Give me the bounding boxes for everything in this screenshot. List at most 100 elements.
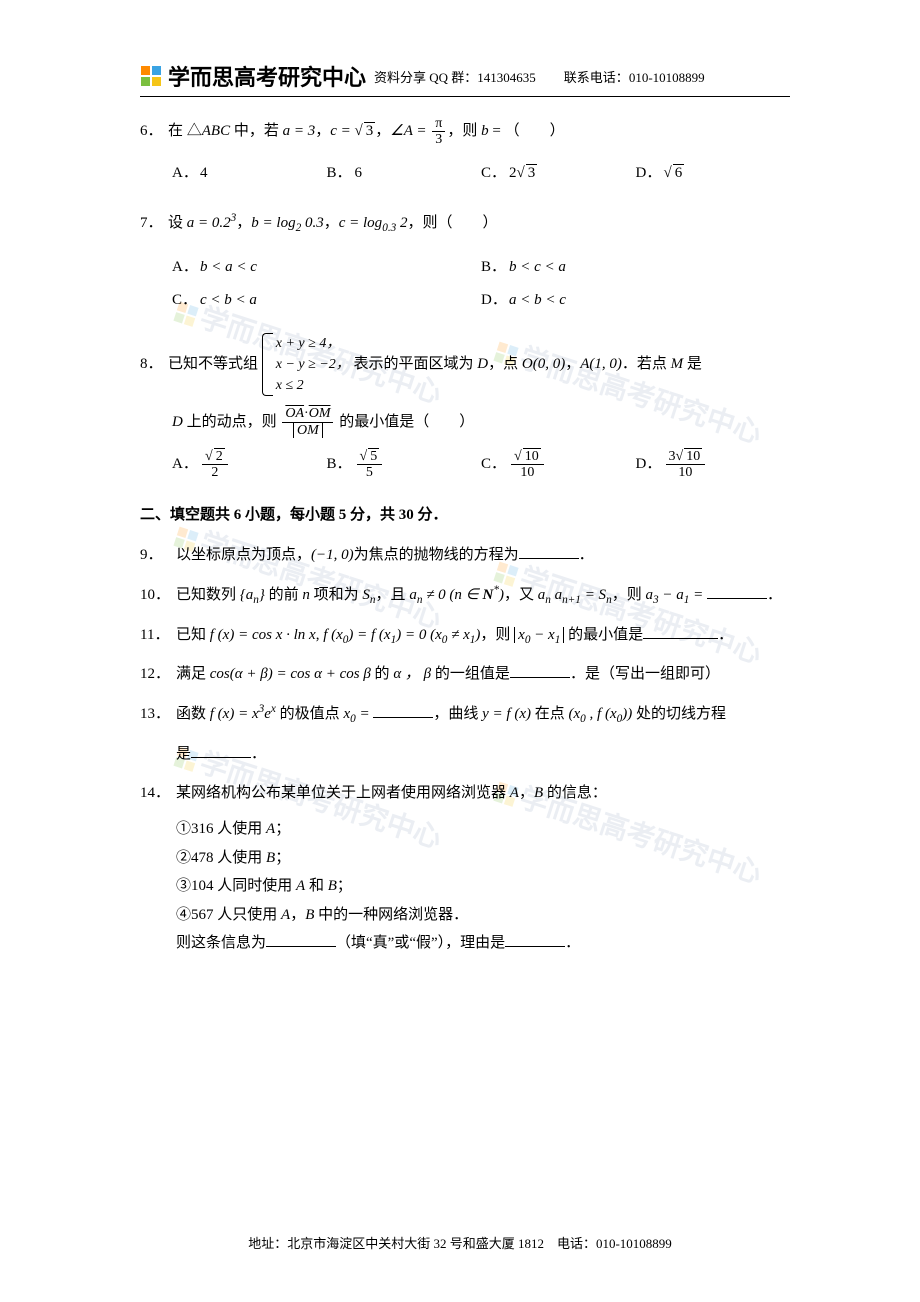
blank bbox=[191, 742, 251, 758]
choice-b: B．b < c < a bbox=[481, 251, 790, 284]
abs-expr: x0 − x1 bbox=[514, 627, 564, 643]
text: 上的动点，则 bbox=[183, 414, 281, 430]
text: ，则（ ） bbox=[408, 215, 498, 231]
eq: a = 3 bbox=[283, 123, 316, 139]
eq: a = 0.23 bbox=[187, 215, 237, 231]
text: 中的一种网络浏览器． bbox=[314, 907, 468, 923]
var: ABC bbox=[202, 123, 230, 139]
var: A bbox=[281, 907, 290, 923]
case-line: x − y ≥ −2， bbox=[276, 354, 350, 375]
cond: an ≠ 0 (n ∈ N*) bbox=[409, 587, 504, 603]
blank bbox=[266, 931, 336, 947]
problem-number: 10． bbox=[140, 578, 176, 613]
text: 表示的平面区域为 bbox=[354, 356, 478, 372]
choice-label: A． bbox=[172, 251, 200, 284]
choice-b: B．55 bbox=[327, 448, 482, 481]
choice-c: C．23 bbox=[481, 157, 636, 190]
text: 的信息： bbox=[543, 785, 607, 801]
choice-label: B． bbox=[481, 251, 509, 284]
var: A bbox=[510, 785, 519, 801]
problem-9: 9．以坐标原点为顶点，(−1, 0)为焦点的抛物线的方程为． bbox=[140, 538, 790, 573]
text: 已知不等式组 bbox=[168, 356, 262, 372]
text: 中，若 bbox=[230, 123, 283, 139]
blank bbox=[510, 662, 570, 678]
item-text: ②478 人使用 bbox=[176, 850, 266, 866]
text: 函数 bbox=[176, 706, 210, 722]
choice-val: 4 bbox=[200, 165, 208, 181]
sqrt-val: 3 bbox=[364, 122, 376, 139]
text: 是 bbox=[683, 356, 702, 372]
text: ．若点 bbox=[622, 356, 671, 372]
var: D bbox=[477, 356, 488, 372]
text: 的前 bbox=[265, 587, 303, 603]
func: f (x) = x3ex bbox=[210, 706, 276, 722]
problem-number: 6． bbox=[140, 115, 168, 147]
section-2-title: 二、填空题共 6 小题，每小题 5 分，共 30 分． bbox=[140, 503, 790, 524]
text: ，则 bbox=[612, 587, 646, 603]
point: O(0, 0) bbox=[522, 356, 565, 372]
text: 项和为 bbox=[310, 587, 363, 603]
blank bbox=[505, 931, 565, 947]
var: D bbox=[172, 414, 183, 430]
var: A bbox=[266, 821, 275, 837]
text: 和 bbox=[305, 878, 328, 894]
problem-8: 8．已知不等式组 x + y ≥ 4， x − y ≥ −2， x ≤ 2 表示… bbox=[140, 333, 790, 396]
func: f (x) = cos x · ln x bbox=[210, 627, 316, 643]
vector: OM bbox=[309, 406, 331, 421]
text: 的一组值是 bbox=[431, 666, 510, 682]
text: 为焦点的抛物线的方程为 bbox=[354, 547, 519, 563]
frac-den: 3 bbox=[432, 132, 445, 147]
brand-title: 学而思高考研究中心 bbox=[168, 60, 366, 92]
text: ， bbox=[290, 907, 305, 923]
text: 的极值点 bbox=[276, 706, 344, 722]
choice-label: C． bbox=[481, 157, 509, 190]
text: 则这条信息为 bbox=[176, 935, 266, 951]
choice-label: B． bbox=[327, 448, 355, 481]
choice-d: D．6 bbox=[636, 157, 791, 190]
var: M bbox=[671, 356, 684, 372]
text: ，则 bbox=[447, 123, 481, 139]
eq: ∠A = bbox=[390, 123, 430, 139]
frac-den: 10 bbox=[511, 465, 544, 480]
cond: an an+1 = Sn bbox=[538, 587, 612, 603]
item-text: ④567 人只使用 bbox=[176, 907, 281, 923]
page-footer: 地址：北京市海淀区中关村大街 32 号和盛大厦 1812 电话：010-1010… bbox=[0, 1233, 920, 1252]
text: 满足 bbox=[176, 666, 210, 682]
problem-10: 10．已知数列 {an} 的前 n 项和为 Sn，且 an ≠ 0 (n ∈ N… bbox=[140, 577, 790, 613]
choice-label: C． bbox=[172, 284, 200, 317]
var: B bbox=[305, 907, 314, 923]
item-text: ③104 人同时使用 bbox=[176, 878, 296, 894]
choice-pre: 2 bbox=[509, 165, 517, 181]
header-phone: 联系电话：010-10108899 bbox=[564, 67, 705, 86]
phone-number: 010-10108899 bbox=[629, 70, 705, 85]
text: ，则 bbox=[480, 627, 514, 643]
text: ． bbox=[718, 627, 733, 643]
text: ，且 bbox=[376, 587, 410, 603]
text: 在点 bbox=[531, 706, 569, 722]
blank bbox=[707, 583, 767, 599]
choice-a: A．b < a < c bbox=[172, 251, 481, 284]
text: ，点 bbox=[488, 356, 522, 372]
choice-c: C．1010 bbox=[481, 448, 636, 481]
text: ．是（写出一组即可） bbox=[570, 666, 720, 682]
eq: cos(α + β) = cos α + cos β bbox=[210, 666, 371, 682]
choice-b: B．6 bbox=[327, 157, 482, 190]
choice-label: A． bbox=[172, 157, 200, 190]
text: ，曲线 bbox=[433, 706, 482, 722]
problem-14: 14．某网络机构公布某单位关于上网者使用网络浏览器 A，B 的信息： bbox=[140, 776, 790, 811]
text: ， bbox=[519, 785, 534, 801]
text: ； bbox=[275, 821, 290, 837]
text: ； bbox=[337, 878, 352, 894]
choice-a: A．4 bbox=[172, 157, 327, 190]
choice-val: c < b < a bbox=[200, 292, 257, 308]
vars: α ， β bbox=[393, 666, 431, 682]
var: B bbox=[328, 878, 337, 894]
text: 的最小值是（ ） bbox=[339, 414, 474, 430]
text: = （ ） bbox=[489, 123, 565, 139]
eq: c = log0.3 2 bbox=[339, 215, 408, 231]
text: ， bbox=[375, 123, 390, 139]
vector: OM bbox=[297, 423, 319, 438]
cond: f (x0) = f (x1) = 0 (x0 ≠ x1) bbox=[323, 627, 480, 643]
sn: Sn bbox=[362, 587, 375, 603]
problem-8-choices: A．22 B．55 C．1010 D．31010 bbox=[172, 448, 790, 481]
